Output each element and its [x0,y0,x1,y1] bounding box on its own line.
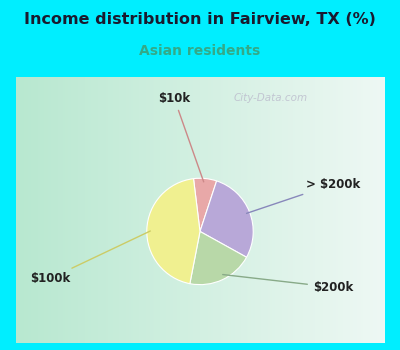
Text: $100k: $100k [30,231,150,285]
Text: Income distribution in Fairview, TX (%): Income distribution in Fairview, TX (%) [24,12,376,27]
Wedge shape [200,181,253,257]
Text: City-Data.com: City-Data.com [233,93,308,104]
Wedge shape [194,178,217,231]
Text: $10k: $10k [158,92,204,182]
Wedge shape [147,178,200,284]
Wedge shape [190,231,246,285]
Text: > $200k: > $200k [246,178,360,214]
Text: Asian residents: Asian residents [139,44,261,58]
Text: $200k: $200k [223,274,353,294]
